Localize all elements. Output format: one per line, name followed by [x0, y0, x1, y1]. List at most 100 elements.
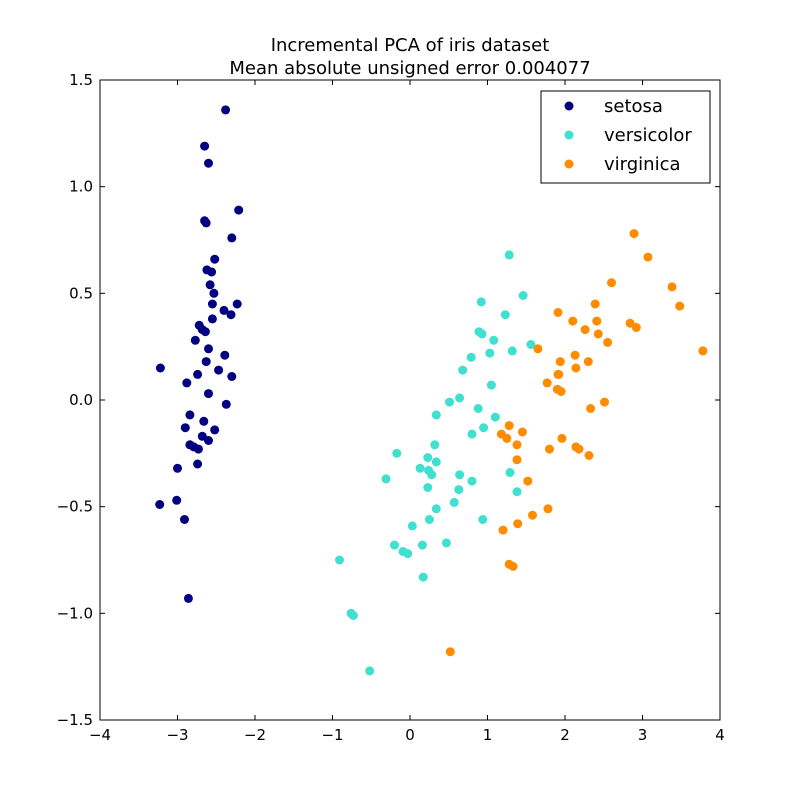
point-setosa-43 [155, 500, 165, 509]
point-versicolor-34 [449, 497, 459, 507]
point-setosa-3 [234, 205, 244, 215]
point-virginica-42 [498, 525, 508, 535]
point-virginica-15 [698, 346, 708, 356]
point-virginica-44 [508, 561, 518, 571]
point-setosa-31 [185, 410, 195, 420]
point-versicolor-36 [424, 515, 434, 524]
point-setosa-10 [205, 280, 215, 290]
point-versicolor-10 [466, 352, 476, 362]
point-virginica-2 [607, 278, 616, 288]
legend: setosa versicolor virginica [540, 90, 711, 184]
point-versicolor-47 [348, 611, 358, 620]
point-setosa-13 [232, 299, 242, 309]
point-versicolor-13 [455, 393, 465, 403]
y-tick-label: −0.5 [57, 498, 93, 516]
point-virginica-25 [600, 397, 609, 407]
point-virginica-0 [629, 229, 639, 239]
point-setosa-28 [182, 378, 192, 388]
point-virginica-1 [643, 252, 653, 262]
point-setosa-2 [204, 158, 213, 168]
point-versicolor-28 [505, 468, 515, 477]
point-virginica-35 [545, 444, 554, 454]
point-setosa-24 [214, 365, 224, 375]
point-virginica-30 [502, 433, 512, 443]
point-versicolor-32 [454, 485, 464, 495]
point-virginica-32 [512, 440, 522, 450]
point-versicolor-11 [458, 365, 468, 375]
point-versicolor-24 [415, 463, 425, 473]
point-setosa-30 [221, 399, 231, 409]
point-versicolor-16 [431, 410, 441, 420]
point-versicolor-43 [403, 549, 413, 559]
point-setosa-33 [180, 423, 190, 433]
x-tick-label: 1 [483, 726, 493, 744]
point-setosa-9 [207, 267, 217, 277]
point-setosa-0 [221, 105, 231, 115]
point-setosa-21 [204, 344, 213, 354]
point-versicolor-40 [417, 540, 427, 550]
point-virginica-16 [570, 350, 580, 360]
point-setosa-26 [193, 369, 203, 379]
point-virginica-8 [568, 316, 578, 326]
y-tick-label: −1.5 [57, 711, 93, 729]
point-setosa-14 [219, 305, 229, 315]
point-versicolor-1 [518, 291, 528, 300]
point-setosa-15 [226, 310, 236, 320]
point-versicolor-23 [431, 457, 441, 467]
x-tick-label: 3 [638, 726, 648, 744]
point-setosa-12 [207, 299, 217, 309]
point-setosa-1 [200, 141, 210, 151]
point-virginica-3 [667, 282, 677, 292]
point-virginica-40 [528, 510, 537, 520]
point-virginica-41 [513, 519, 523, 529]
point-setosa-44 [180, 515, 189, 524]
point-setosa-45 [183, 593, 193, 603]
point-versicolor-29 [381, 474, 391, 484]
point-setosa-5 [201, 218, 211, 228]
point-virginica-11 [631, 323, 641, 332]
legend-label-virginica: virginica [604, 154, 681, 175]
point-virginica-7 [592, 316, 602, 326]
point-setosa-40 [193, 459, 203, 469]
point-setosa-22 [220, 350, 230, 360]
y-tick-label: 0.5 [69, 284, 93, 302]
ticks-layer: −4 −3 −2 −1 0 1 2 3 4 −1.5 −1.0 −0.5 0.0 0.5 1.0 1.5 [57, 71, 725, 744]
point-versicolor-6 [489, 335, 499, 345]
point-virginica-17 [555, 357, 565, 367]
point-virginica-13 [603, 337, 613, 347]
point-versicolor-45 [335, 555, 344, 565]
point-versicolor-20 [430, 440, 440, 450]
x-tick-label: 4 [715, 726, 725, 744]
point-setosa-41 [173, 463, 182, 473]
point-virginica-27 [504, 421, 514, 431]
point-setosa-20 [190, 335, 200, 345]
point-versicolor-33 [512, 487, 522, 497]
point-setosa-11 [209, 288, 219, 298]
point-virginica-36 [584, 451, 594, 460]
point-virginica-24 [556, 387, 566, 396]
point-versicolor-39 [441, 538, 451, 548]
point-virginica-45 [445, 647, 455, 657]
point-versicolor-26 [427, 470, 437, 480]
point-setosa-6 [227, 233, 237, 243]
x-tick-label: −4 [89, 726, 111, 744]
point-versicolor-21 [392, 448, 402, 458]
chart-title: Incremental PCA of iris dataset [271, 35, 550, 56]
point-virginica-37 [512, 455, 522, 465]
point-virginica-12 [593, 329, 603, 339]
point-virginica-34 [574, 444, 584, 454]
x-tick-label: 2 [560, 726, 570, 744]
point-versicolor-14 [445, 397, 454, 407]
point-virginica-39 [543, 504, 553, 514]
point-versicolor-17 [490, 412, 500, 422]
y-tick-label: 1.5 [69, 71, 93, 89]
point-versicolor-31 [423, 483, 433, 492]
plot-frame [99, 79, 721, 721]
point-setosa-29 [204, 389, 213, 399]
point-virginica-22 [542, 378, 552, 388]
x-tick-label: −1 [321, 726, 343, 744]
point-virginica-31 [557, 433, 567, 443]
point-setosa-32 [199, 416, 209, 426]
point-versicolor-9 [485, 348, 495, 358]
point-versicolor-2 [476, 297, 486, 307]
